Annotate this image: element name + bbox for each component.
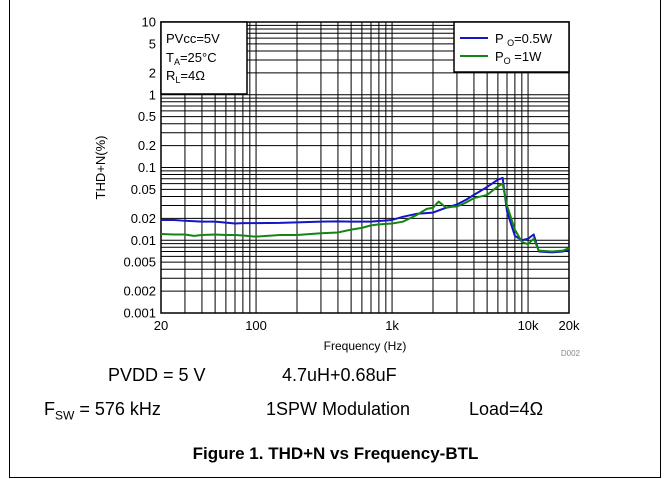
y-tick-label: 0.002 bbox=[123, 284, 156, 299]
condition-ta: TA=25°C bbox=[166, 50, 217, 67]
y-tick-label: 0.2 bbox=[138, 138, 156, 153]
y-axis-label: THD+N(%) bbox=[93, 136, 108, 200]
legend-box bbox=[453, 21, 570, 73]
load-caption: Load=4Ω bbox=[469, 399, 544, 419]
x-tick-label: 20k bbox=[559, 318, 580, 333]
y-tick-label: 0.5 bbox=[138, 109, 156, 124]
plot-border bbox=[160, 21, 570, 314]
x-tick-label: 10k bbox=[518, 318, 539, 333]
y-tick-label: 0.01 bbox=[131, 233, 156, 248]
modulation-caption: 1SPW Modulation bbox=[266, 399, 411, 419]
y-tick-label: 2 bbox=[149, 65, 156, 80]
y-tick-label: 10 bbox=[142, 15, 156, 30]
x-tick-label: 100 bbox=[245, 318, 267, 333]
y-tick-label: 0.1 bbox=[138, 160, 156, 175]
x-tick-label: 20 bbox=[154, 318, 168, 333]
y-tick-label: 0.05 bbox=[131, 182, 156, 197]
series-line-1 bbox=[161, 176, 570, 254]
filter-caption: 4.7uH+0.68uF bbox=[282, 365, 397, 385]
condition-rl: RL=4Ω bbox=[166, 68, 205, 85]
figure-title: Figure 1. THD+N vs Frequency-BTL bbox=[192, 444, 479, 463]
condition-pvcc: PVcc=5V bbox=[166, 31, 220, 46]
x-tick-label: 1k bbox=[385, 318, 399, 333]
x-axis-label: Frequency (Hz) bbox=[324, 339, 407, 353]
figure-frame bbox=[9, 0, 661, 478]
y-tick-label: 0.001 bbox=[123, 306, 156, 321]
fsw-value: = 576 kHz bbox=[74, 399, 161, 419]
y-tick-label: 1 bbox=[149, 87, 156, 102]
y-tick-label: 0.005 bbox=[123, 255, 156, 270]
fsw-prefix: F bbox=[44, 399, 55, 419]
legend-label-1: P O=0.5W bbox=[495, 31, 553, 48]
series-line-2 bbox=[160, 182, 570, 253]
fsw-caption: FSW = 576 kHz bbox=[44, 399, 161, 423]
pvdd-caption: PVDD = 5 V bbox=[108, 365, 206, 385]
y-tick-label: 5 bbox=[149, 36, 156, 51]
y-tick-label: 0.02 bbox=[131, 211, 156, 226]
corner-label: D002 bbox=[561, 349, 581, 358]
legend-label-2: PO =1W bbox=[495, 49, 542, 66]
fsw-subscript: SW bbox=[55, 408, 75, 423]
conditions-box bbox=[160, 21, 248, 95]
